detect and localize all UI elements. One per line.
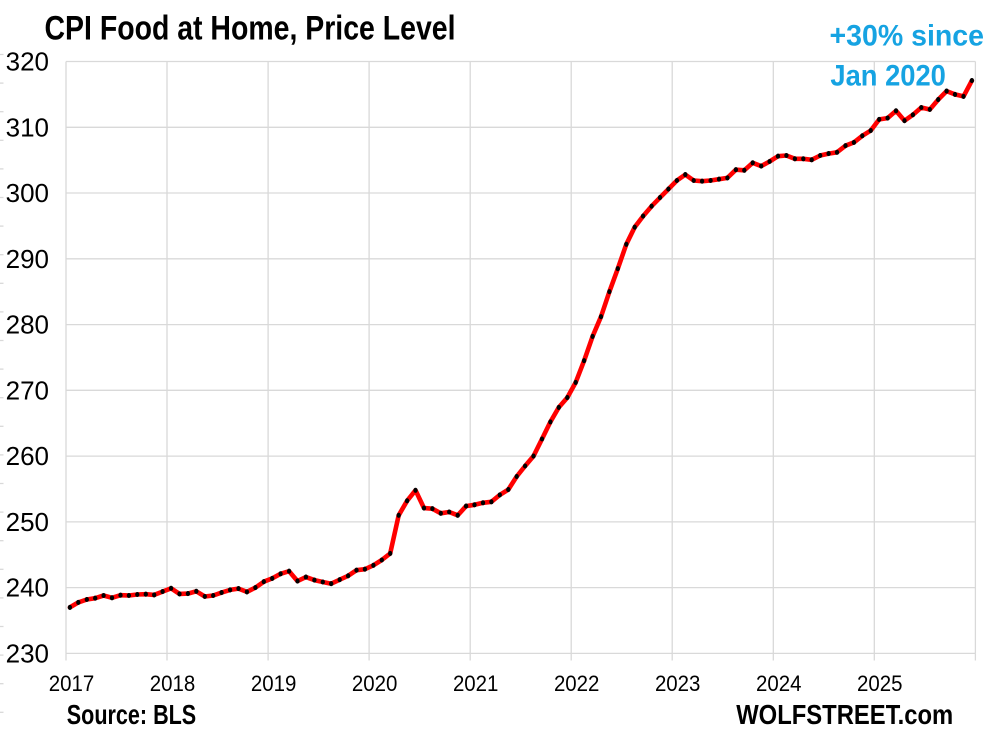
svg-text:260: 260	[6, 441, 49, 471]
svg-text:2023: 2023	[655, 671, 701, 696]
svg-text:2022: 2022	[554, 671, 600, 696]
svg-text:2021: 2021	[453, 671, 499, 696]
svg-text:310: 310	[6, 112, 49, 142]
svg-text:WOLFSTREET.com: WOLFSTREET.com	[736, 699, 953, 730]
svg-text:CPI Food at Home, Price Level: CPI Food at Home, Price Level	[45, 9, 456, 47]
svg-text:270: 270	[6, 375, 49, 405]
svg-text:240: 240	[6, 573, 49, 603]
svg-text:2025: 2025	[857, 671, 903, 696]
svg-text:2018: 2018	[150, 671, 196, 696]
svg-text:300: 300	[6, 178, 49, 208]
svg-text:250: 250	[6, 507, 49, 537]
svg-text:290: 290	[6, 244, 49, 274]
svg-text:2024: 2024	[756, 671, 802, 696]
svg-text:280: 280	[6, 310, 49, 340]
svg-text:2019: 2019	[251, 671, 297, 696]
svg-text:2017: 2017	[49, 671, 95, 696]
svg-text:Source: BLS: Source: BLS	[67, 699, 196, 730]
svg-text:320: 320	[6, 47, 49, 77]
svg-text:+30% since: +30% since	[830, 20, 985, 53]
svg-text:230: 230	[6, 638, 49, 668]
svg-text:2020: 2020	[352, 671, 398, 696]
svg-text:Jan 2020: Jan 2020	[830, 60, 946, 93]
